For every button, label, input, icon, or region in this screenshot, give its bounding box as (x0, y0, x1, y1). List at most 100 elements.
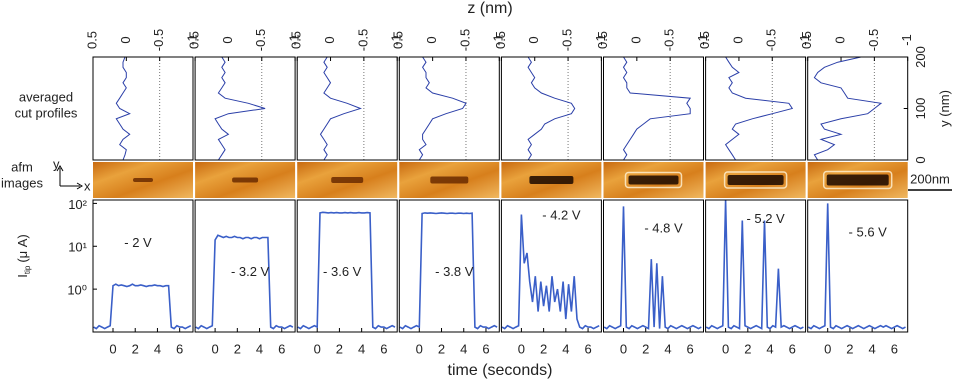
panel-frame (705, 199, 807, 333)
x-tick-label: -0.5 (560, 29, 575, 51)
afm-feature (628, 175, 679, 185)
x-tick-label: 4 (766, 341, 773, 356)
profile-line (115, 56, 131, 161)
x-tick-label: 4 (256, 341, 263, 356)
x-tick-label: 0 (526, 36, 541, 43)
voltage-label: - 3.2 V (231, 264, 270, 279)
x-tick-label: 4 (664, 341, 671, 356)
arrow (60, 182, 83, 190)
x-tick-label: -0.5 (764, 29, 779, 51)
x-tick-label: -0.5 (355, 29, 370, 51)
y-axis-symbol: I (15, 274, 30, 278)
x-tick-label: 6 (380, 341, 387, 356)
profile-line (622, 56, 692, 161)
panel-frame (807, 199, 909, 333)
voltage-label: - 2 V (124, 235, 152, 250)
voltage-label: - 3.8 V (435, 264, 474, 279)
panel-frame (398, 199, 500, 333)
voltage-label: - 4.2 V (542, 207, 581, 222)
y-axis-subscript: tip (23, 265, 32, 274)
y-tick-label: 10¹ (68, 240, 87, 255)
row-label: cut profiles (15, 105, 78, 120)
x-tick-label: -1 (389, 34, 404, 46)
x-tick-label: 0 (314, 341, 321, 356)
x-tick-label: -1 (491, 34, 506, 46)
x-tick-label: 0 (424, 36, 439, 43)
panel-frame (603, 56, 704, 161)
panel-frame (603, 199, 704, 333)
panel-frame (500, 56, 602, 161)
current-line (705, 199, 804, 330)
voltage-label: - 5.6 V (849, 224, 888, 239)
x-tick-label: 2 (438, 341, 445, 356)
panel-frame (807, 56, 909, 161)
panel-frame (92, 56, 194, 161)
y-tick-label: 10² (68, 197, 87, 212)
x-tick-label: 0 (416, 341, 423, 356)
x-tick-label: -0.5 (457, 29, 472, 51)
current-line (297, 211, 396, 330)
x-tick-label: 6 (789, 341, 796, 356)
x-tick-label: 0 (322, 36, 337, 43)
z-axis-title: z (nm) (467, 0, 512, 17)
panel-frame (194, 56, 296, 161)
x-tick-label: -0.5 (151, 29, 166, 51)
afm-feature (331, 177, 364, 183)
x-tick-label: 2 (642, 341, 649, 356)
afm-feature (727, 175, 784, 185)
current-line (807, 203, 906, 330)
x-tick-label: 6 (482, 341, 489, 356)
profile-line (724, 56, 794, 161)
x-tick-label: 6 (176, 341, 183, 356)
row-label: afm (11, 159, 33, 174)
afm-bright (822, 170, 893, 190)
voltage-label: - 3.6 V (323, 264, 362, 279)
x-tick-label: 0 (730, 36, 745, 43)
afm-feature (826, 174, 889, 186)
x-tick-label: -0.5 (866, 29, 881, 51)
x-tick-label: -1 (287, 34, 302, 46)
x-tick-label: 0 (118, 36, 133, 43)
arrow (56, 165, 64, 186)
x-tick-label: 0.5 (799, 31, 814, 49)
afm-bright (624, 171, 683, 189)
x-tick-label: 0 (220, 36, 235, 43)
profile-line (527, 56, 576, 161)
panel-frame (92, 199, 194, 333)
x-tick-label: 6 (584, 341, 591, 356)
x-tick-label: -1 (184, 34, 199, 46)
row-label: images (1, 175, 43, 190)
axis-arrows (56, 165, 83, 190)
profile-line (214, 56, 266, 161)
x-tick-label: -1 (797, 34, 812, 46)
x-tick-label: 0 (109, 341, 116, 356)
x-tick-label: -0.5 (253, 29, 268, 51)
x-tick-label: 0.5 (493, 31, 508, 49)
x-tick-label: 4 (869, 341, 876, 356)
profile-line (418, 56, 467, 161)
afm-feature (133, 178, 153, 182)
x-tick-label: 0.5 (289, 31, 304, 49)
x-tick-label: 2 (744, 341, 751, 356)
current-line (603, 206, 702, 330)
x-tick-label: 2 (540, 341, 547, 356)
x-tick-label: 0.5 (595, 31, 610, 49)
y-tick-label: 200 (913, 46, 928, 68)
voltage-label: - 5.2 V (746, 211, 785, 226)
current-line (501, 214, 600, 330)
y-tick-label: 0 (913, 156, 928, 163)
panel-frame (296, 199, 398, 333)
x-tick-label: 6 (687, 341, 694, 356)
x-tick-label: -1 (695, 34, 710, 46)
x-tick-label: 2 (336, 341, 343, 356)
y-tick-label: 10⁰ (67, 283, 87, 298)
axis-letter: y (53, 156, 60, 171)
scale-bar-label: 200nm (910, 171, 950, 186)
current-line (195, 234, 294, 330)
y-axis-unit: (μ A) (15, 234, 30, 262)
profile-line (813, 56, 883, 161)
x-tick-label: 0 (518, 341, 525, 356)
x-axis-title: time (seconds) (448, 362, 553, 379)
x-tick-label: 0 (628, 36, 643, 43)
